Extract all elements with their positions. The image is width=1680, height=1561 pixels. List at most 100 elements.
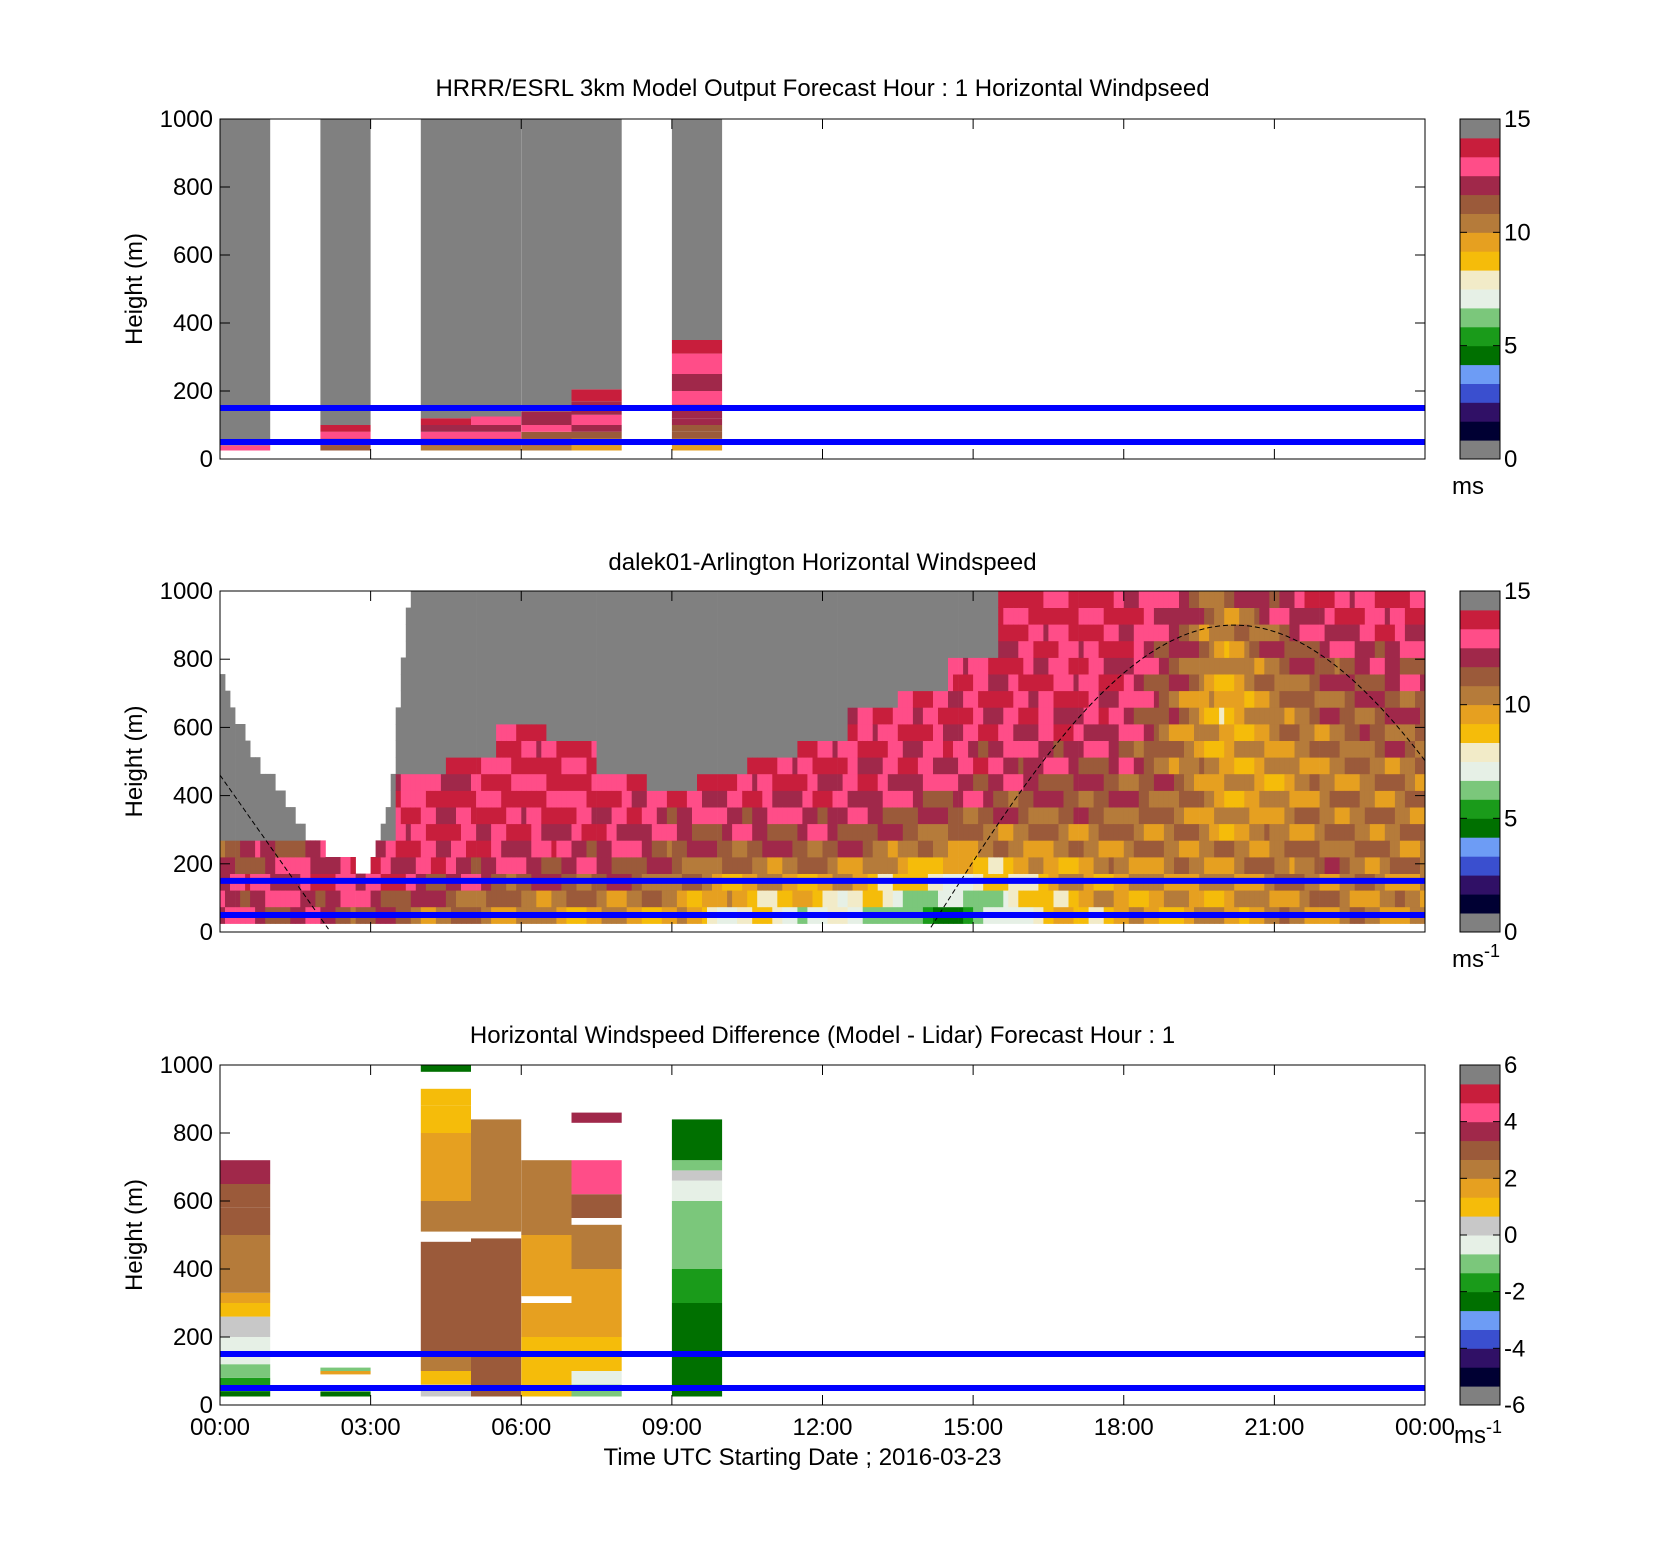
data-cell xyxy=(1244,624,1250,642)
data-cell xyxy=(611,724,617,741)
data-cell xyxy=(631,607,638,625)
data-column xyxy=(476,591,482,924)
data-cell xyxy=(521,740,527,758)
data-cell xyxy=(797,857,803,874)
data-cell xyxy=(847,773,853,791)
data-cell xyxy=(832,674,838,692)
data-cell xyxy=(762,857,768,874)
data-cell xyxy=(933,607,939,625)
data-cell xyxy=(1018,690,1024,708)
data-cell xyxy=(656,640,663,658)
data-cell xyxy=(973,674,979,692)
data-cell xyxy=(501,757,507,775)
data-cell xyxy=(1394,657,1401,675)
data-cell xyxy=(581,773,587,791)
data-cell xyxy=(777,890,783,908)
data-cell xyxy=(1204,790,1210,808)
data-cell xyxy=(456,591,462,608)
data-cell xyxy=(973,690,979,708)
data-cell xyxy=(561,773,567,791)
data-cell xyxy=(561,591,567,608)
data-cell xyxy=(430,807,437,825)
data-cell xyxy=(591,640,597,658)
y-tick-label: 0 xyxy=(200,446,213,473)
data-cell xyxy=(1309,773,1315,791)
data-cell xyxy=(782,591,788,608)
data-cell xyxy=(1008,690,1014,708)
data-cell xyxy=(320,840,326,858)
data-cell xyxy=(656,657,663,675)
data-cell xyxy=(1048,790,1054,808)
data-cell xyxy=(862,790,869,808)
data-cell xyxy=(877,707,884,725)
data-cell xyxy=(1289,773,1295,791)
data-cell xyxy=(712,607,718,625)
data-cell xyxy=(1128,840,1135,858)
data-cell xyxy=(1234,773,1240,791)
data-cell xyxy=(1008,607,1014,625)
data-cell xyxy=(857,724,863,741)
colorbar-swatch xyxy=(1460,289,1500,309)
data-cell xyxy=(1399,790,1406,808)
data-cell xyxy=(491,840,497,858)
colorbar-tick-label: 0 xyxy=(1504,919,1517,946)
data-cell xyxy=(636,807,643,825)
data-cell xyxy=(917,674,924,692)
data-cell xyxy=(1329,724,1335,741)
data-cell xyxy=(742,724,748,741)
data-cell xyxy=(963,724,969,741)
data-cell xyxy=(1224,674,1230,692)
data-cell xyxy=(963,640,969,658)
data-cell xyxy=(1043,607,1049,625)
data-cell xyxy=(1113,773,1120,791)
data-column xyxy=(1264,591,1270,924)
data-cell xyxy=(1259,807,1265,825)
data-cell xyxy=(1244,640,1250,658)
data-cell xyxy=(692,640,698,658)
data-cell xyxy=(631,657,638,675)
data-cell xyxy=(1269,624,1275,642)
data-cell xyxy=(686,674,693,692)
data-cell xyxy=(1199,740,1205,758)
data-cell xyxy=(822,657,828,675)
data-cell xyxy=(1339,690,1345,708)
data-column xyxy=(671,119,723,451)
data-cell xyxy=(1189,607,1195,625)
data-cell xyxy=(762,724,768,741)
colorbar-swatch xyxy=(1460,742,1500,762)
data-cell xyxy=(616,840,622,858)
data-column xyxy=(933,591,939,924)
data-cell xyxy=(867,624,874,642)
data-cell xyxy=(1324,757,1330,775)
data-cell xyxy=(1314,624,1320,642)
data-cell xyxy=(1128,724,1135,741)
data-cell xyxy=(1138,640,1145,658)
data-cell xyxy=(1284,840,1290,858)
colorbar-swatch xyxy=(1460,1121,1500,1142)
data-cell xyxy=(596,840,602,858)
data-cell xyxy=(1028,624,1034,642)
data-cell xyxy=(345,857,351,874)
data-cell xyxy=(235,773,241,791)
data-cell xyxy=(541,724,547,741)
data-cell xyxy=(872,690,879,708)
data-column xyxy=(1128,591,1135,924)
data-cell xyxy=(1294,707,1300,725)
data-cell xyxy=(385,807,392,825)
data-cell xyxy=(1008,657,1014,675)
data-cell xyxy=(702,607,708,625)
data-cell xyxy=(220,823,226,841)
data-column xyxy=(1244,591,1250,924)
data-cell xyxy=(395,707,402,725)
data-cell xyxy=(1118,840,1125,858)
data-column xyxy=(1048,591,1054,924)
data-cell xyxy=(1093,640,1099,658)
data-cell xyxy=(491,657,497,675)
data-cell xyxy=(295,890,301,908)
data-cell xyxy=(576,624,582,642)
data-cell xyxy=(1023,607,1029,625)
data-cell xyxy=(561,857,567,874)
data-cell xyxy=(1329,674,1335,692)
data-cell xyxy=(767,740,773,758)
data-cell xyxy=(782,657,788,675)
